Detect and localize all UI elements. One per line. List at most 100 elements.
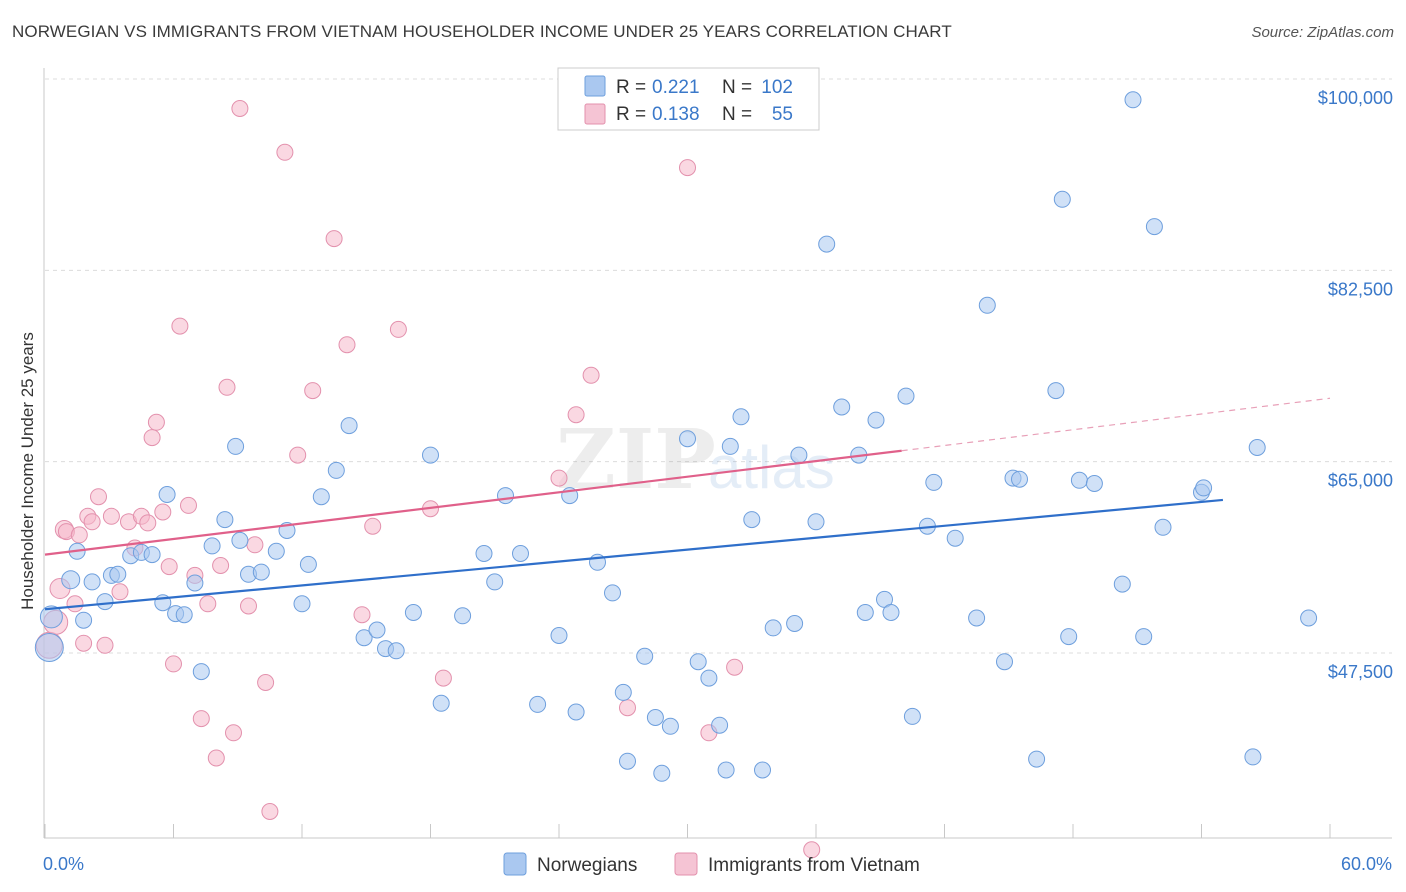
norwegians-point-75 [897,387,915,405]
norwegians-point-84 [1011,470,1028,488]
norwegians-point-1 [39,605,63,629]
norwegians-point-90 [1085,475,1103,492]
norwegians-point-57 [700,669,718,687]
legend-bottom-swatch-norwegians [503,852,527,876]
norwegians-point-55 [679,430,696,448]
norwegians-point-20 [227,437,245,455]
series-norwegians-points [34,91,1318,782]
norwegians-point-100 [1300,609,1318,627]
series-vietnam-points [35,100,821,859]
norwegians-point-16 [186,574,204,592]
legend-r-label-2: R = [616,104,646,125]
vietnam-point-7 [75,634,93,652]
vietnam-point-5 [66,595,84,613]
vietnam-point-41 [338,336,356,354]
legend-r-value-1: 0.221 [652,77,700,98]
vietnam-point-35 [257,674,275,691]
norwegians-point-8 [109,565,127,583]
legend-bottom-label-norwegians: Norwegians [537,855,637,876]
norwegians-point-48 [604,584,621,602]
x-tick-min: 0.0% [43,854,84,874]
norwegians-point-79 [946,529,964,547]
norwegians-point-43 [529,695,547,713]
vietnam-point-46 [434,669,452,687]
norwegians-point-42 [512,545,529,562]
vietnam-point-36 [261,803,279,820]
norwegians-point-72 [867,411,885,429]
vietnam-point-20 [154,503,172,521]
norwegians-point-41 [497,487,514,505]
norwegians-point-32 [368,621,386,639]
vietnam-point-22 [165,655,182,673]
y-tick-label-3: $100,000 [1318,88,1393,108]
legend-swatch-vietnam [584,103,606,125]
source-label: Source: ZipAtlas.com [1251,24,1394,41]
norwegians-point-91 [1113,575,1131,593]
norwegians-point-65 [786,615,804,632]
watermark-zip: ZIP [556,412,716,508]
norwegians-point-19 [216,511,234,529]
norwegians-point-80 [968,609,986,627]
norwegians-point-86 [1047,382,1065,400]
vietnam-point-40 [325,230,343,248]
norwegians-point-67 [807,513,825,531]
norwegians-point-24 [267,542,285,560]
norwegians-point-38 [454,607,472,625]
norwegians-point-0 [34,633,64,662]
vietnam-point-43 [364,517,382,535]
trend-line-norwegians [44,498,1224,611]
norwegians-point-29 [327,461,345,479]
norwegians-point-81 [978,296,996,314]
vietnam-point-10 [90,488,107,506]
x-tick-max: 60.0% [1341,854,1392,874]
vietnam-point-49 [582,366,600,384]
norwegians-point-46 [567,703,585,721]
vietnam-point-12 [102,507,120,525]
vietnam-point-53 [726,658,744,676]
vietnam-point-28 [207,749,225,767]
vietnam-point-13 [111,583,129,601]
norwegians-point-94 [1145,218,1163,236]
norwegians-point-92 [1124,91,1142,109]
trend-lines [44,397,1331,611]
norwegians-point-34 [387,642,405,660]
norwegians-point-78 [925,473,943,491]
vietnam-point-11 [96,636,114,654]
norwegians-point-74 [882,604,900,621]
vietnam-point-54 [803,841,821,859]
norwegians-point-11 [143,546,161,564]
y-tick-label-1: $65,000 [1328,471,1393,491]
norwegians-point-36 [422,446,439,464]
norwegians-point-37 [432,694,450,712]
vietnam-point-27 [199,595,217,613]
norwegians-point-95 [1154,518,1172,536]
norwegians-point-98 [1244,748,1262,766]
norwegians-point-63 [754,761,771,779]
vietnam-point-47 [550,469,568,487]
norwegians-point-40 [486,573,504,591]
vietnam-point-6 [70,526,88,544]
norwegians-point-6 [96,593,114,611]
norwegians-point-50 [619,752,636,770]
norwegians-point-30 [340,417,358,435]
norwegians-point-64 [764,619,782,637]
norwegians-point-54 [661,717,679,735]
norwegians-point-66 [790,446,808,464]
trend-line-vietnam-extrapolated [901,397,1331,452]
norwegians-point-23 [252,563,270,581]
norwegians-point-82 [996,653,1013,671]
y-tick-labels: $47,500 $65,000 $82,500 $100,000 [1318,88,1393,682]
legend-bottom-swatch-vietnam [674,852,698,876]
vietnam-point-44 [389,320,407,338]
norwegians-point-97 [1195,479,1213,497]
vietnam-point-18 [143,429,161,447]
y-axis-title: Householder Income Under 25 years [18,332,37,610]
norwegians-point-71 [856,604,874,621]
norwegians-point-44 [550,627,568,644]
vietnam-point-50 [619,699,636,717]
vietnam-point-42 [353,606,371,624]
norwegians-point-26 [293,595,311,613]
norwegians-point-56 [689,653,707,671]
vietnam-point-48 [567,406,585,424]
vietnam-point-33 [240,597,257,615]
